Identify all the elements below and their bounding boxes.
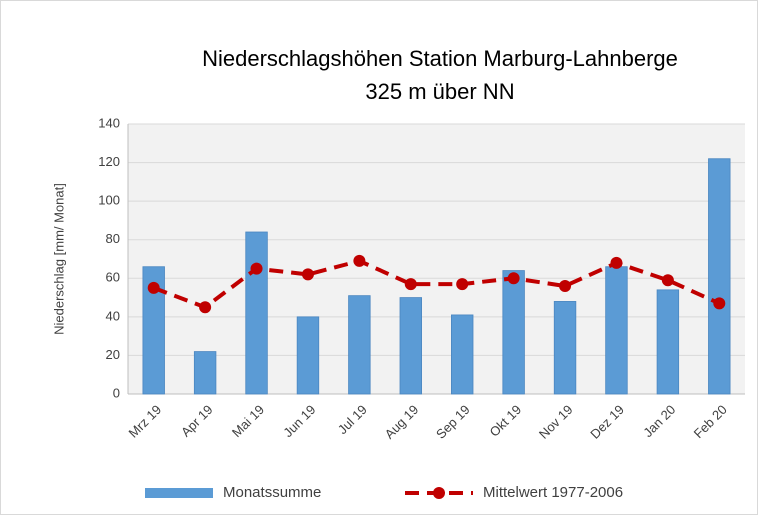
legend-label: Monatssumme — [223, 484, 321, 501]
chart-title: Niederschlagshöhen Station Marburg-Lahnb… — [202, 46, 678, 71]
bar — [451, 314, 474, 395]
bar — [142, 266, 165, 395]
line-marker — [404, 278, 417, 291]
line-marker — [456, 278, 469, 291]
bar — [502, 270, 525, 395]
line-marker — [147, 281, 160, 294]
legend-marker — [433, 487, 445, 499]
bar — [605, 266, 628, 395]
line-marker — [301, 268, 314, 281]
line-marker — [507, 272, 520, 285]
chart-subtitle: 325 m über NN — [365, 79, 514, 104]
line-marker — [661, 274, 674, 287]
y-tick-label: 20 — [106, 347, 120, 362]
bar — [296, 316, 320, 395]
y-tick-label: 80 — [106, 231, 120, 246]
bar — [708, 158, 731, 395]
y-tick-label: 60 — [106, 270, 120, 285]
bar — [399, 297, 422, 395]
bar — [348, 295, 371, 395]
plot-area — [128, 124, 745, 394]
legend-label: Mittelwert 1977-2006 — [483, 484, 623, 501]
line-marker — [610, 256, 623, 269]
y-tick-label: 100 — [98, 193, 120, 208]
y-tick-label: 140 — [98, 115, 120, 130]
y-axis-title: Niederschlag [mm/ Monat] — [51, 183, 66, 335]
y-tick-label: 40 — [106, 308, 120, 323]
line-marker — [713, 297, 726, 310]
line-marker — [199, 301, 212, 314]
bar — [656, 289, 680, 395]
bar — [245, 231, 268, 395]
line-marker — [353, 254, 366, 267]
line-marker — [250, 262, 263, 275]
legend-swatch — [145, 488, 213, 498]
bar — [193, 351, 217, 395]
line-marker — [559, 280, 572, 292]
y-tick-label: 0 — [113, 385, 120, 400]
bar — [553, 301, 577, 395]
y-tick-label: 120 — [98, 154, 120, 169]
